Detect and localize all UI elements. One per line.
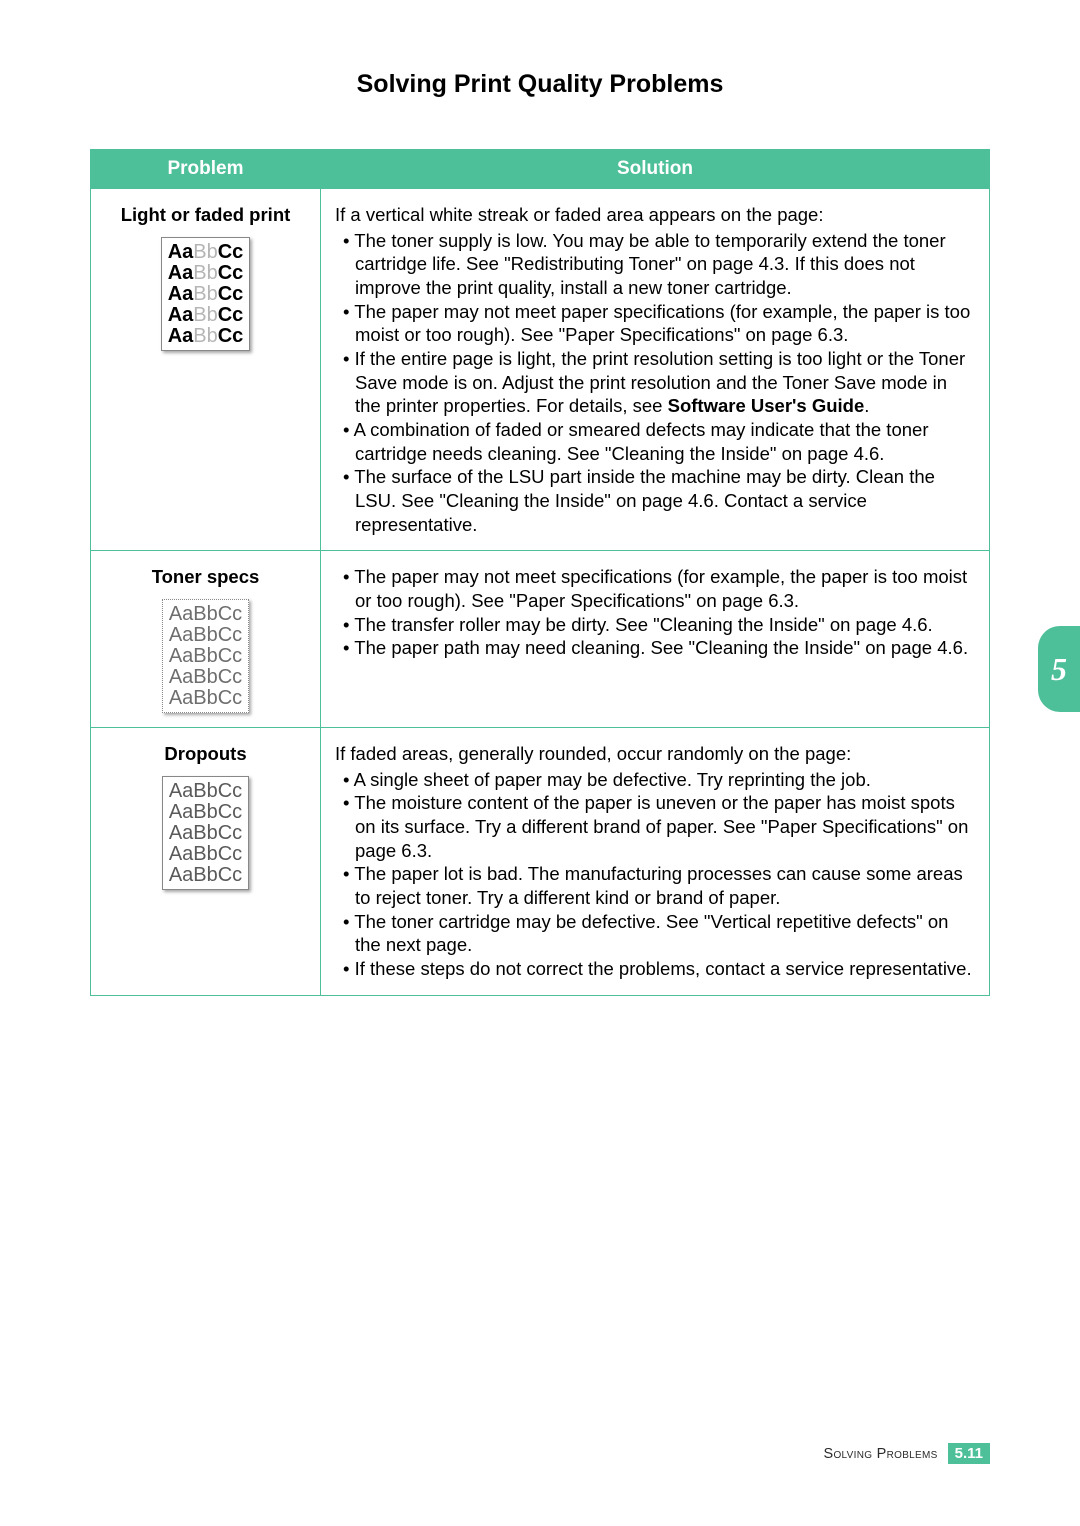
sample-line: AaBbCc [168,263,244,284]
problems-table: Problem Solution Light or faded print Aa… [90,149,990,996]
solution-list: The toner supply is low. You may be able… [335,229,975,537]
solution-cell: If faded areas, generally rounded, occur… [321,728,990,996]
solution-list: A single sheet of paper may be defective… [335,768,975,981]
sample-box: AaBbCc AaBbCc AaBbCc AaBbCc AaBbCc [162,599,249,713]
sample-line: AaBbCc [168,305,244,326]
solution-item: The paper may not meet specifications (f… [335,565,975,612]
solution-item: The transfer roller may be dirty. See "C… [335,613,975,637]
solution-item: If the entire page is light, the print r… [335,347,975,418]
solution-item: The moisture content of the paper is une… [335,791,975,862]
table-row: Light or faded print AaBbCc AaBbCc AaBbC… [91,189,990,551]
solution-item: A combination of faded or smeared defect… [335,418,975,465]
sample-line: AaBbCc [169,865,242,886]
problem-cell: Toner specs AaBbCc AaBbCc AaBbCc AaBbCc … [91,551,321,728]
solution-item: The toner cartridge may be defective. Se… [335,910,975,957]
problem-name: Dropouts [105,742,306,766]
col-header-solution: Solution [321,150,990,189]
table-header-row: Problem Solution [91,150,990,189]
sample-line: AaBbCc [169,781,242,802]
footer-page-number: 5.11 [948,1443,990,1464]
solution-cell: The paper may not meet specifications (f… [321,551,990,728]
footer-section-label: Solving Problems [824,1446,938,1462]
solution-intro: If a vertical white streak or faded area… [335,203,975,227]
sample-line: AaBbCc [169,823,242,844]
sample-line: AaBbCc [169,604,242,625]
table-row: Toner specs AaBbCc AaBbCc AaBbCc AaBbCc … [91,551,990,728]
page-footer: Solving Problems 5.11 [824,1443,991,1464]
sample-line: AaBbCc [169,802,242,823]
sample-line: AaBbCc [169,667,242,688]
sample-line: AaBbCc [168,284,244,305]
problem-name: Toner specs [105,565,306,589]
sample-box: AaBbCc AaBbCc AaBbCc AaBbCc AaBbCc [161,237,251,351]
page-content: Solving Print Quality Problems Problem S… [0,0,1080,996]
page-title: Solving Print Quality Problems [90,70,990,99]
chapter-tab: 5 [1038,626,1080,712]
solution-cell: If a vertical white streak or faded area… [321,189,990,551]
problem-cell: Dropouts AaBbCc AaBbCc AaBbCc AaBbCc AaB… [91,728,321,996]
col-header-problem: Problem [91,150,321,189]
table-row: Dropouts AaBbCc AaBbCc AaBbCc AaBbCc AaB… [91,728,990,996]
solution-item: If these steps do not correct the proble… [335,957,975,981]
sample-line: AaBbCc [169,688,242,709]
problem-name: Light or faded print [105,203,306,227]
problem-cell: Light or faded print AaBbCc AaBbCc AaBbC… [91,189,321,551]
solution-list: The paper may not meet specifications (f… [335,565,975,660]
sample-line: AaBbCc [169,844,242,865]
solution-item: The paper lot is bad. The manufacturing … [335,862,975,909]
solution-item: The toner supply is low. You may be able… [335,229,975,300]
sample-line: AaBbCc [168,242,244,263]
sample-line: AaBbCc [169,625,242,646]
solution-intro: If faded areas, generally rounded, occur… [335,742,975,766]
sample-line: AaBbCc [168,326,244,347]
solution-item: The paper path may need cleaning. See "C… [335,636,975,660]
solution-item: The surface of the LSU part inside the m… [335,465,975,536]
sample-box: AaBbCc AaBbCc AaBbCc AaBbCc AaBbCc [162,776,249,890]
solution-item: The paper may not meet paper specificati… [335,300,975,347]
sample-line: AaBbCc [169,646,242,667]
solution-item: A single sheet of paper may be defective… [335,768,975,792]
